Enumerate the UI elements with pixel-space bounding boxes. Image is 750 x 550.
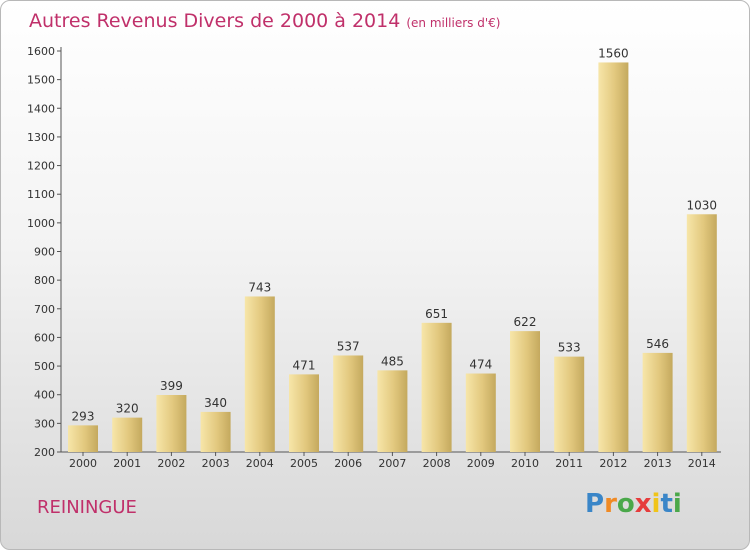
bars	[68, 62, 717, 452]
y-tick-label: 200	[34, 446, 55, 459]
y-tick-label: 1500	[27, 74, 55, 87]
bar	[68, 425, 98, 452]
data-label: 546	[646, 337, 669, 351]
y-tick-label: 1400	[27, 102, 55, 115]
data-label: 537	[337, 339, 360, 353]
x-tick-label: 2007	[378, 457, 406, 470]
x-tick-label: 2009	[467, 457, 495, 470]
data-label: 622	[514, 315, 537, 329]
data-label: 293	[72, 409, 95, 423]
y-tick-label: 1000	[27, 217, 55, 230]
y-tick-label: 700	[34, 303, 55, 316]
data-label: 743	[248, 280, 271, 294]
bar	[156, 395, 187, 452]
bar	[686, 214, 717, 452]
y-tick-label: 1600	[27, 45, 55, 58]
chart-title-text: Autres Revenus Divers de 2000 à 2014	[29, 10, 401, 32]
y-tick-label: 800	[34, 274, 55, 287]
data-label: 485	[381, 354, 404, 368]
bar	[465, 373, 496, 452]
bar	[421, 322, 452, 452]
chart-title: Autres Revenus Divers de 2000 à 2014 (en …	[29, 10, 500, 32]
x-tick-label: 2013	[644, 457, 672, 470]
data-label: 320	[116, 402, 139, 416]
chart-unit: (en milliers d'€)	[406, 16, 501, 30]
logo-letter: i	[651, 489, 661, 519]
x-tick-label: 2008	[423, 457, 451, 470]
x-tick-label: 2011	[555, 457, 583, 470]
y-tick-label: 400	[34, 389, 55, 402]
x-tick-label: 2005	[290, 457, 318, 470]
logo-letter: i	[672, 489, 682, 519]
data-label: 340	[204, 396, 227, 410]
x-tick-label: 2001	[113, 457, 141, 470]
logo-letter: t	[660, 489, 673, 519]
data-label: 474	[469, 358, 492, 372]
y-tick-label: 900	[34, 246, 55, 259]
y-tick-label: 500	[34, 360, 55, 373]
bar	[200, 411, 231, 452]
bar	[333, 355, 364, 452]
data-label: 533	[558, 341, 581, 355]
bar	[244, 296, 275, 452]
bar	[554, 356, 585, 452]
x-tick-label: 2003	[202, 457, 230, 470]
x-tick-label: 2004	[246, 457, 274, 470]
data-label: 399	[160, 379, 183, 393]
data-label: 651	[425, 307, 448, 321]
bar	[598, 62, 629, 452]
location-name: REININGUE	[37, 497, 137, 518]
y-tick-label: 1300	[27, 131, 55, 144]
y-tick-label: 300	[34, 417, 55, 430]
bar	[112, 417, 143, 452]
logo-letter: x	[634, 489, 652, 519]
x-tick-label: 2002	[157, 457, 185, 470]
y-tick-label: 1100	[27, 188, 55, 201]
x-tick-label: 2000	[69, 457, 97, 470]
bar	[642, 352, 673, 452]
x-tick-label: 2012	[599, 457, 627, 470]
data-label: 1030	[687, 198, 718, 212]
data-label: 471	[293, 358, 316, 372]
logo-letter: r	[604, 489, 617, 519]
data-label: 1560	[598, 46, 629, 60]
bar	[510, 331, 540, 452]
data-labels: 293 320 399 340 743 471 537 485 651 474 622 533 1560…	[72, 46, 718, 423]
bar	[377, 370, 408, 452]
proxiti-logo: Proxiti	[585, 489, 682, 519]
y-tick-label: 1200	[27, 160, 55, 173]
x-tick-label: 2010	[511, 457, 539, 470]
y-tick-label: 600	[34, 331, 55, 344]
logo-letter: o	[616, 489, 635, 519]
x-tick-label: 2014	[688, 457, 716, 470]
x-tick-label: 2006	[334, 457, 362, 470]
logo-letter: P	[585, 489, 605, 519]
bar	[289, 374, 319, 452]
